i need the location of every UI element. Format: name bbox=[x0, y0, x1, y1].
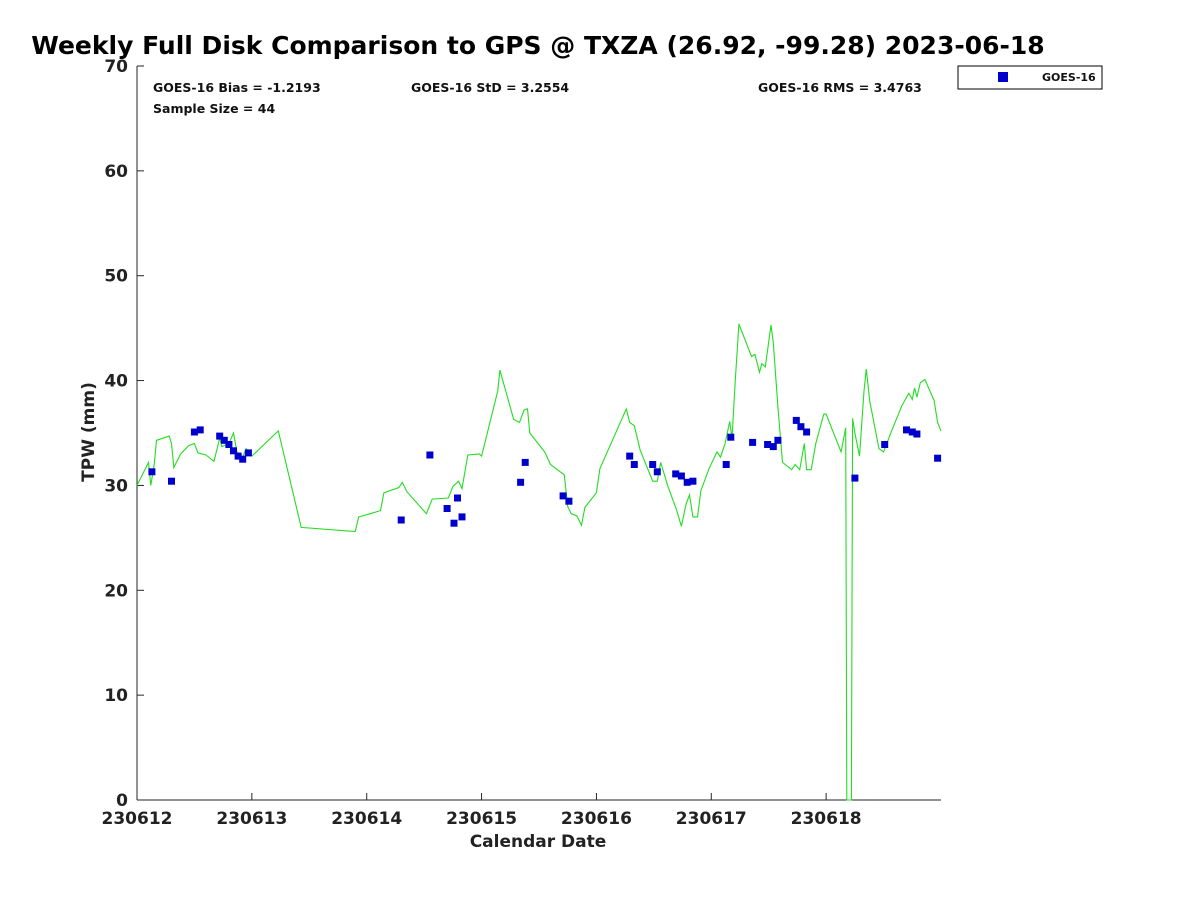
bias-stat: GOES-16 Bias = -1.2193 bbox=[153, 80, 321, 95]
legend: GOES-16 bbox=[957, 65, 1103, 90]
std-stat: GOES-16 StD = 3.2554 bbox=[411, 80, 569, 95]
goes16-data-point bbox=[881, 441, 889, 448]
goes16-data-point bbox=[565, 497, 573, 505]
goes16-data-point bbox=[908, 428, 916, 436]
goes16-data-point bbox=[672, 470, 680, 478]
plot-area bbox=[136, 66, 941, 801]
goes16-data-point bbox=[190, 428, 198, 436]
goes16-data-point bbox=[517, 478, 525, 486]
x-tick-label: 230618 bbox=[791, 809, 862, 829]
goes16-data-point bbox=[458, 513, 466, 521]
goes16-data-point bbox=[797, 423, 805, 431]
goes16-data-point bbox=[653, 468, 661, 476]
x-tick-label: 230615 bbox=[446, 809, 517, 829]
y-axis-label: TPW (mm) bbox=[79, 382, 99, 482]
goes16-data-point bbox=[168, 477, 175, 485]
sample-size-stat: Sample Size = 44 bbox=[153, 101, 275, 116]
chart-title: Weekly Full Disk Comparison to GPS @ TXZ… bbox=[31, 31, 1044, 60]
y-tick-label: 40 bbox=[104, 372, 128, 392]
goes16-data-point bbox=[774, 436, 782, 444]
y-tick-label: 20 bbox=[104, 581, 128, 601]
goes16-data-point bbox=[216, 432, 224, 440]
goes16-data-point bbox=[749, 438, 757, 446]
x-tick-label: 230614 bbox=[331, 809, 402, 829]
x-tick-label: 230613 bbox=[216, 809, 287, 829]
legend-label: GOES-16 bbox=[1042, 71, 1096, 84]
goes16-data-point bbox=[234, 452, 242, 460]
goes16-data-point bbox=[239, 455, 247, 463]
goes16-data-point bbox=[903, 426, 910, 434]
series-line-path bbox=[136, 323, 942, 801]
legend-marker bbox=[998, 72, 1008, 82]
y-tick-label: 60 bbox=[104, 162, 128, 182]
goes16-data-point bbox=[769, 443, 777, 451]
goes16-data-point bbox=[626, 452, 634, 460]
x-axis-label: Calendar Date bbox=[470, 832, 607, 852]
goes16-data-point bbox=[450, 519, 458, 527]
legend-box bbox=[957, 65, 1103, 90]
goes16-data-point bbox=[559, 492, 567, 500]
goes16-data-point bbox=[677, 472, 685, 480]
goes16-data-point bbox=[443, 505, 451, 512]
goes16-data-point bbox=[764, 441, 772, 448]
goes16-data-point bbox=[934, 454, 942, 462]
goes16-data-point bbox=[454, 494, 461, 502]
goes16-data-point bbox=[689, 477, 697, 485]
y-tick-label: 10 bbox=[104, 686, 128, 706]
y-tick-label: 70 bbox=[104, 57, 128, 77]
goes16-data-point bbox=[225, 441, 233, 448]
goes16-points bbox=[148, 416, 942, 527]
goes16-data-point bbox=[913, 430, 921, 438]
goes16-data-point bbox=[727, 433, 735, 441]
goes16-data-point bbox=[851, 474, 859, 482]
y-tick-label: 50 bbox=[104, 267, 128, 287]
gps-tpw-line bbox=[136, 323, 942, 801]
goes16-data-point bbox=[630, 461, 638, 468]
y-tick-label: 30 bbox=[104, 476, 128, 496]
goes16-data-point bbox=[230, 447, 237, 455]
goes16-data-point bbox=[220, 436, 228, 444]
goes16-data-point bbox=[722, 461, 730, 468]
goes16-data-point bbox=[521, 458, 529, 466]
x-tick-label: 230612 bbox=[102, 809, 173, 829]
goes16-data-point bbox=[792, 416, 800, 424]
x-tick-label: 230616 bbox=[561, 809, 632, 829]
goes16-data-point bbox=[196, 426, 204, 434]
goes16-data-point bbox=[397, 516, 405, 524]
goes16-data-point bbox=[649, 461, 657, 468]
goes16-data-point bbox=[803, 428, 811, 436]
rms-stat: GOES-16 RMS = 3.4763 bbox=[758, 80, 922, 95]
goes16-data-point bbox=[244, 449, 252, 457]
goes16-data-point bbox=[683, 478, 691, 486]
y-axis: 0 10 20 30 40 50 60 70 bbox=[104, 57, 144, 811]
goes16-data-point bbox=[426, 451, 434, 459]
x-axis: 230612 230613 230614 230615 230616 230617 2306… bbox=[102, 793, 862, 829]
x-tick-label: 230617 bbox=[676, 809, 747, 829]
goes16-data-point bbox=[148, 468, 156, 476]
y-tick-label: 0 bbox=[116, 791, 128, 811]
